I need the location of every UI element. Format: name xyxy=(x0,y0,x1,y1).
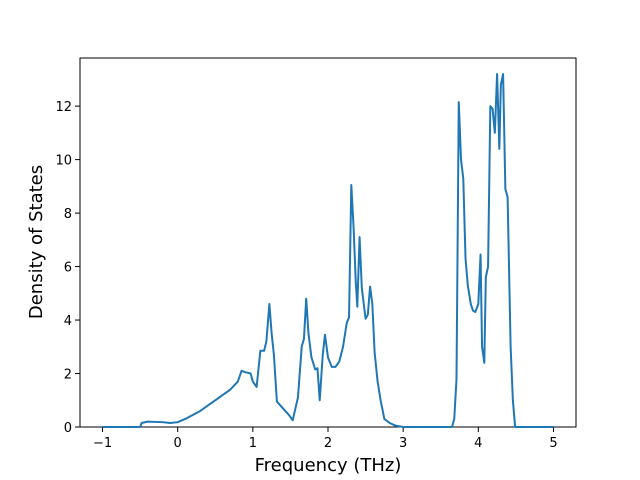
dos-line xyxy=(102,73,554,428)
y-tick-label: 8 xyxy=(64,207,72,222)
x-tick-label: 0 xyxy=(174,436,182,451)
y-tick-label: 12 xyxy=(55,100,72,115)
x-tick-label: 3 xyxy=(399,436,407,451)
y-tick-label: 6 xyxy=(64,261,72,276)
y-axis-label: Density of States xyxy=(26,165,47,319)
y-tick-label: 4 xyxy=(64,314,72,329)
x-tick-label: 5 xyxy=(549,436,557,451)
y-tick-label: 0 xyxy=(64,421,72,436)
x-tick-label: 2 xyxy=(324,436,332,451)
x-tick-label: −1 xyxy=(93,436,112,451)
x-tick-label: 4 xyxy=(474,436,482,451)
plot-frame xyxy=(79,57,577,428)
x-axis-label: Frequency (THz) xyxy=(255,455,402,476)
y-tick-label: 10 xyxy=(55,154,72,169)
x-tick-label: 1 xyxy=(249,436,257,451)
y-tick-label: 2 xyxy=(64,368,72,383)
